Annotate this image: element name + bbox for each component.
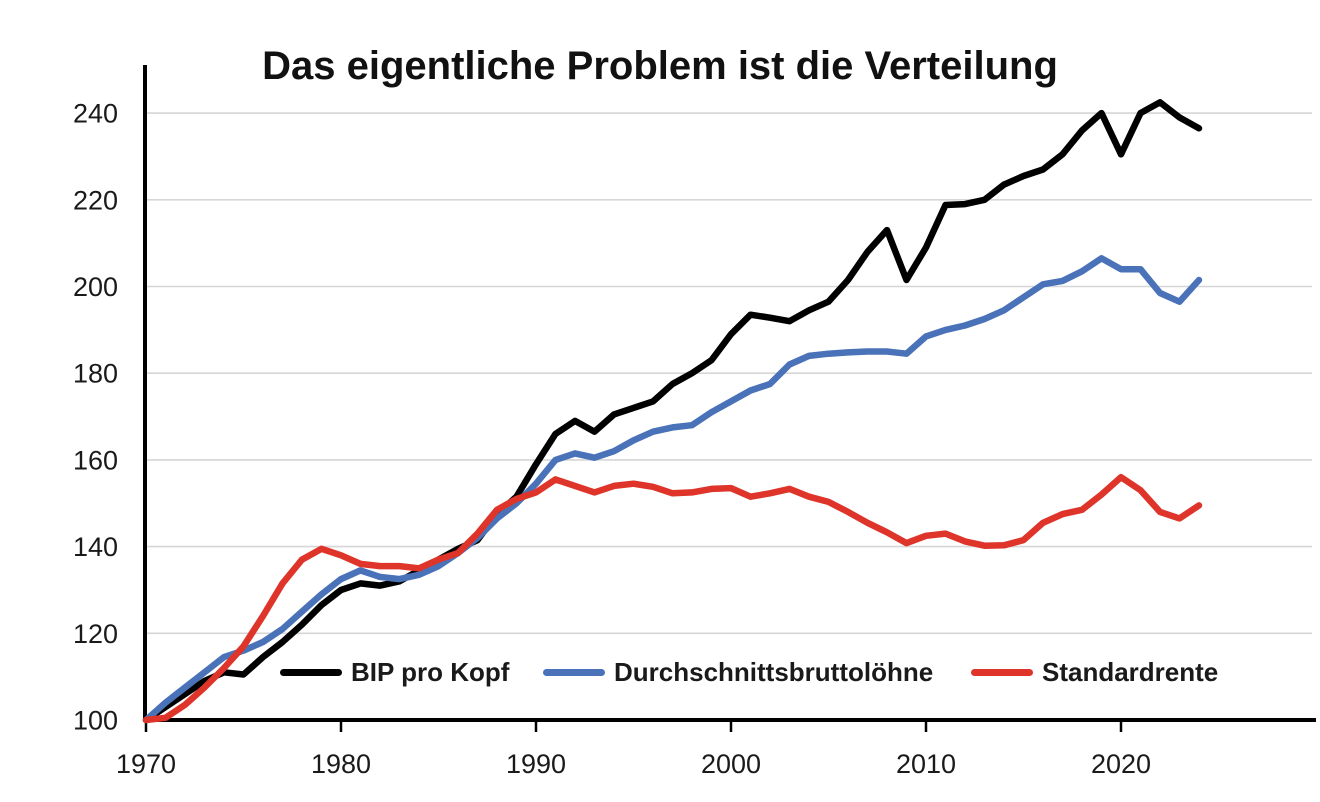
y-tick-label-220: 220 — [73, 185, 118, 215]
x-tick-label-1970: 1970 — [116, 749, 176, 779]
legend-swatch-bip-pro-kopf — [280, 668, 342, 676]
legend-label-bip-pro-kopf: BIP pro Kopf — [351, 656, 510, 687]
legend-swatch-durchschnittsbruttoloehne — [543, 668, 605, 676]
legend-label-durchschnittsbruttoloehne: Durchschnittsbruttolöhne — [614, 656, 934, 687]
x-tick-label-2010: 2010 — [896, 749, 956, 779]
legend-label-standardrente: Standardrente — [1042, 656, 1219, 687]
x-tick-label-2000: 2000 — [701, 749, 761, 779]
legend-item-bip-pro-kopf: BIP pro Kopf — [280, 656, 509, 688]
y-tick-label-160: 160 — [73, 445, 118, 475]
y-tick-label-100: 100 — [73, 706, 118, 736]
x-tick-label-2020: 2020 — [1091, 749, 1151, 779]
y-tick-label-180: 180 — [73, 359, 118, 389]
legend-item-standardrente: Standardrente — [971, 656, 1218, 688]
x-tick-label-1980: 1980 — [311, 749, 371, 779]
legend-swatch-standardrente — [971, 668, 1033, 676]
y-tick-label-240: 240 — [73, 99, 118, 129]
y-tick-label-140: 140 — [73, 532, 118, 562]
legend-item-durchschnittsbruttoloehne: Durchschnittsbruttolöhne — [543, 656, 933, 688]
series-line-durchschnittsbruttol-hne — [142, 255, 1203, 724]
y-tick-label-120: 120 — [73, 619, 118, 649]
x-tick-label-1990: 1990 — [506, 749, 566, 779]
series-line-bip-pro-kopf — [142, 99, 1203, 724]
y-tick-label-200: 200 — [73, 272, 118, 302]
series-line-standardrente — [142, 473, 1203, 724]
chart-title: Das eigentliche Problem ist die Verteilu… — [262, 44, 1058, 88]
